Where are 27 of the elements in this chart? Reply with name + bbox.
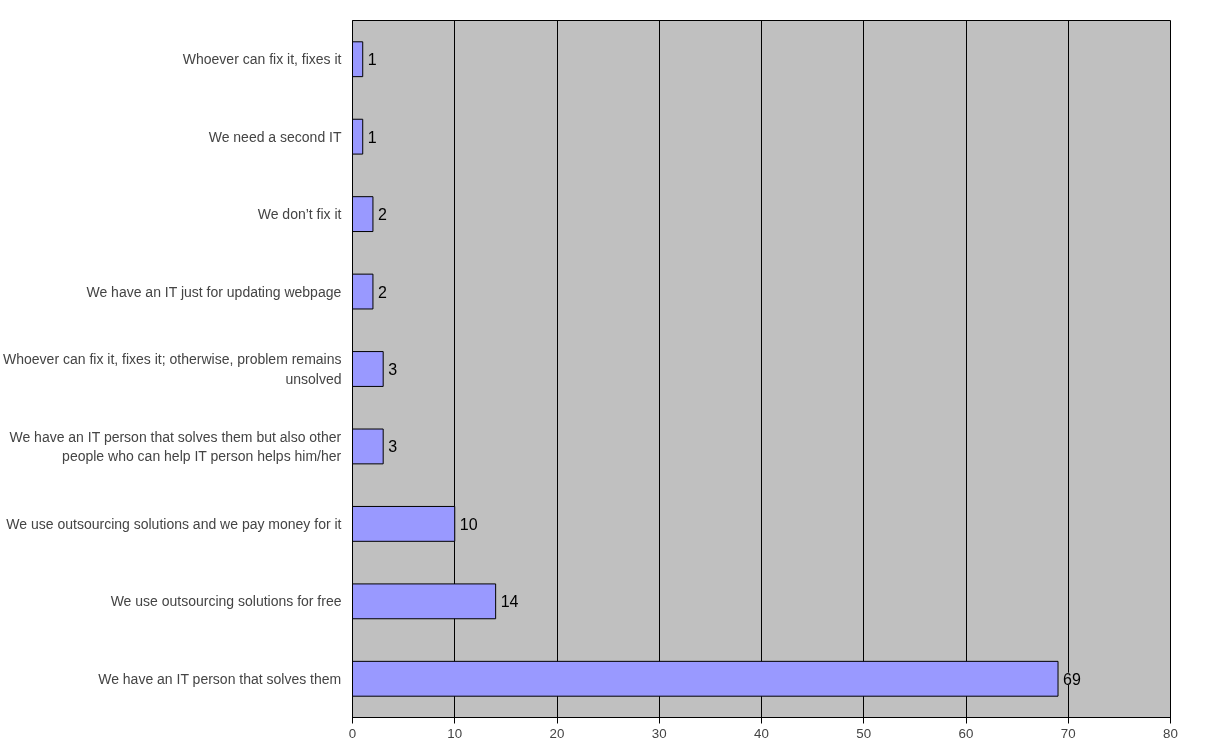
data-label: 3 [388, 361, 398, 378]
x-tick-label: 50 [856, 725, 872, 741]
x-tick-label: 10 [447, 725, 463, 741]
y-tick-label: We have an IT person that solves them [98, 670, 342, 687]
x-tick-label: 60 [958, 725, 974, 741]
x-tick-label: 80 [1163, 725, 1178, 741]
y-tick-label: Whoever can fix it, fixes it; otherwise, problem remains unsolved [3, 351, 342, 387]
x-tick-label: 20 [549, 725, 565, 741]
y-tick-label: We have an IT just for updating webpage [86, 283, 342, 300]
y-tick-label: We don’t fix it [257, 206, 342, 223]
data-label: 3 [388, 438, 398, 456]
x-tick-label: 30 [651, 725, 667, 741]
x-tick-label: 40 [754, 725, 769, 741]
data-label: 69 [1063, 670, 1081, 688]
y-tick-label: Whoever can fix it, fixes it [182, 51, 342, 68]
y-tick-label: We need a second IT [208, 128, 342, 145]
y-tick-label: We have an IT person that solves them but also other people who can help IT person helps him/her [9, 428, 342, 465]
data-label: 10 [459, 515, 478, 533]
y-tick-label: We use outsourcing solutions and we pay money for it [6, 515, 342, 532]
data-label: 1 [367, 51, 377, 69]
x-tick-label: 0 [348, 725, 357, 741]
y-tick-label: We use outsourcing solutions for free [110, 593, 342, 610]
data-label: 14 [500, 593, 519, 611]
x-tick-label: 70 [1060, 725, 1076, 741]
data-label: 2 [377, 206, 387, 224]
data-label: 2 [377, 283, 387, 301]
data-label: 1 [367, 128, 377, 146]
